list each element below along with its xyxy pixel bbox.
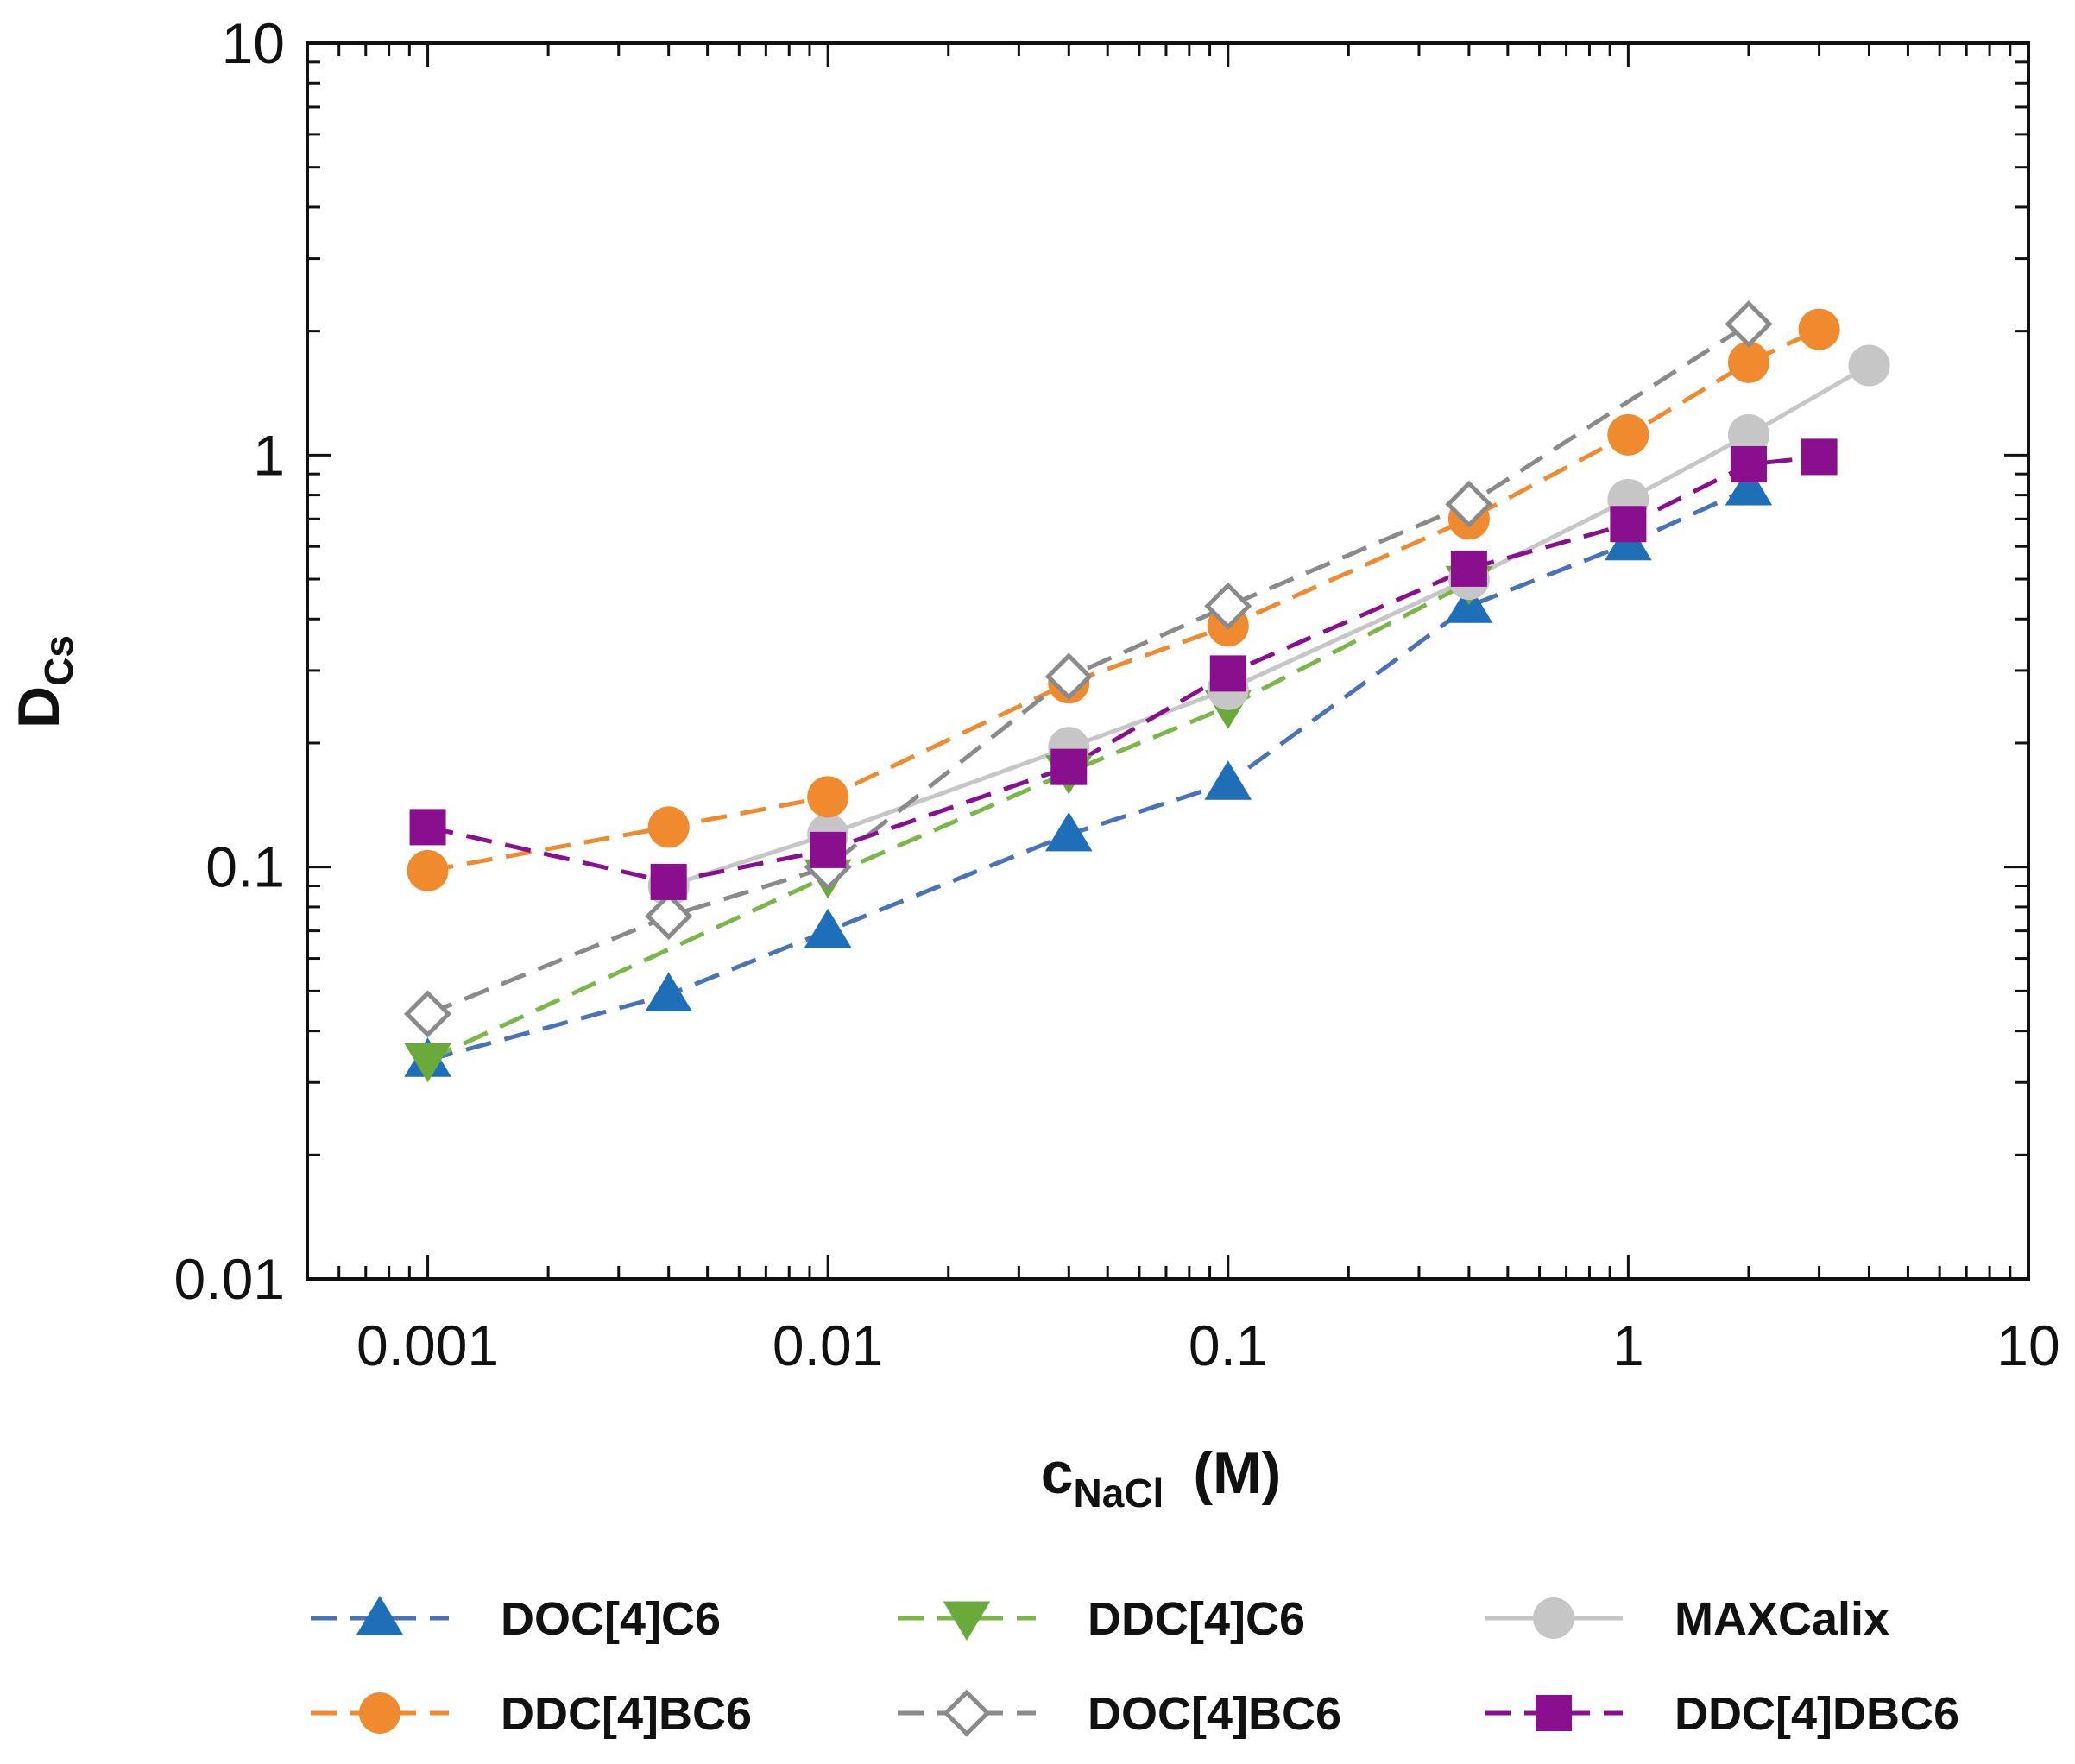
- legend-label: MAXCalix: [1675, 1593, 1889, 1645]
- data-point-ddc-4-dbc6: [1801, 438, 1838, 476]
- data-point-doc-4-c6: [1725, 465, 1773, 506]
- data-point-ddc-4-dbc6: [1209, 655, 1246, 692]
- legend-label: DDC[4]C6: [1088, 1593, 1305, 1645]
- data-point-ddc-4-dbc6: [1610, 506, 1647, 543]
- legend-marker: [943, 1689, 991, 1737]
- data-point-ddc-4-dbc6: [1730, 445, 1767, 482]
- series-markers-ddc-4-dbc6: [409, 438, 1838, 900]
- x-tick-label: 1: [1612, 1314, 1644, 1377]
- series-line-ddc-4-bc6: [427, 327, 1820, 873]
- legend-item-ddc-4-dbc6: DDC[4]DBC6: [1485, 1688, 1959, 1740]
- plot-frame: [306, 41, 2030, 1281]
- legend-label: DOC[4]BC6: [1088, 1688, 1341, 1740]
- data-point-doc-4-c6: [645, 972, 692, 1012]
- data-point-doc-4-bc6: [1725, 299, 1773, 349]
- data-point-ddc-4-dbc6: [810, 831, 847, 868]
- tick-labels: 0.001 0.01 0.1 1 10 0.01 0.1 1 10: [174, 11, 2060, 1377]
- data-point-ddc-4-bc6: [1727, 341, 1769, 383]
- legend-marker: [356, 1596, 404, 1635]
- x-axis-title-unit: (M): [1193, 1440, 1281, 1506]
- y-tick-label: 1: [253, 423, 285, 487]
- y-axis-title-subscript: Cs: [36, 635, 81, 686]
- x-tick-label: 0.1: [1189, 1314, 1268, 1377]
- legend-label: DDC[4]DBC6: [1675, 1688, 1959, 1740]
- y-axis-title: DCs: [6, 635, 81, 728]
- x-tick-label: 10: [1996, 1314, 2059, 1377]
- data-point-doc-4-c6: [1044, 811, 1093, 852]
- series-line-maxcalix: [667, 363, 1870, 888]
- x-axis-title-subscript: NaCl: [1074, 1471, 1164, 1515]
- x-tick-label: 0.01: [773, 1314, 883, 1377]
- legend-marker: [943, 1601, 991, 1641]
- data-point-ddc-4-bc6: [647, 806, 690, 848]
- data-point-ddc-4-dbc6: [1450, 550, 1487, 587]
- legend-marker: [1533, 1597, 1574, 1639]
- data-point-ddc-4-dbc6: [409, 809, 446, 846]
- legend-item-ddc-4-bc6: DDC[4]BC6: [311, 1688, 752, 1740]
- data-point-maxcalix: [1727, 413, 1769, 456]
- data-point-doc-4-bc6: [1044, 652, 1093, 701]
- y-axis-title-main: D: [6, 686, 72, 728]
- data-point-doc-4-bc6: [1204, 582, 1252, 630]
- data-point-ddc-4-bc6: [1607, 413, 1649, 456]
- legend-marker: [359, 1692, 400, 1734]
- series-markers-ddc-4-bc6: [407, 308, 1840, 891]
- data-point-ddc-4-bc6: [807, 776, 849, 818]
- x-tick-label: 0.001: [356, 1314, 499, 1377]
- x-axis-title-main: c: [1041, 1440, 1074, 1506]
- series-line-doc-4-c6: [426, 486, 1750, 1062]
- legend-item-ddc-4-c6: DDC[4]C6: [898, 1593, 1305, 1645]
- data-point-ddc-4-bc6: [407, 849, 449, 891]
- data-point-doc-4-bc6: [645, 892, 693, 941]
- data-point-ddc-4-bc6: [1798, 308, 1840, 350]
- series-markers: [404, 299, 1890, 1083]
- series-line-ddc-4-c6: [426, 580, 1471, 1062]
- legend-item-doc-4-c6: DOC[4]C6: [311, 1593, 721, 1645]
- data-point-doc-4-c6: [804, 908, 852, 948]
- legend-label: DOC[4]C6: [501, 1593, 721, 1645]
- y-tick-label: 0.01: [174, 1247, 285, 1311]
- data-point-ddc-4-dbc6: [650, 863, 687, 900]
- data-point-doc-4-bc6: [1445, 480, 1493, 528]
- legend-label: DDC[4]BC6: [501, 1688, 752, 1740]
- minor-ticks: [306, 41, 2030, 1281]
- legend: DOC[4]C6 DDC[4]C6 MAXCalix DDC[4]BC6 DOC[4]B…: [311, 1593, 1959, 1740]
- y-tick-label: 0.1: [205, 835, 285, 899]
- data-point-maxcalix: [1848, 344, 1890, 387]
- series-line-doc-4-bc6: [426, 322, 1750, 1017]
- x-axis-title: cNaCl (M): [1041, 1440, 1282, 1515]
- y-tick-label: 10: [222, 11, 285, 75]
- data-point-doc-4-c6: [1204, 760, 1252, 800]
- legend-item-maxcalix: MAXCalix: [1485, 1593, 1889, 1645]
- data-point-ddc-4-c6: [404, 1043, 451, 1083]
- data-point-doc-4-bc6: [404, 990, 452, 1038]
- data-point-ddc-4-dbc6: [1050, 748, 1088, 785]
- legend-marker: [1536, 1695, 1572, 1731]
- series-markers-doc-4-c6: [404, 465, 1773, 1077]
- series-lines: [426, 322, 1870, 1062]
- legend-item-doc-4-bc6: DOC[4]BC6: [898, 1688, 1341, 1740]
- series-markers-maxcalix: [647, 344, 1890, 907]
